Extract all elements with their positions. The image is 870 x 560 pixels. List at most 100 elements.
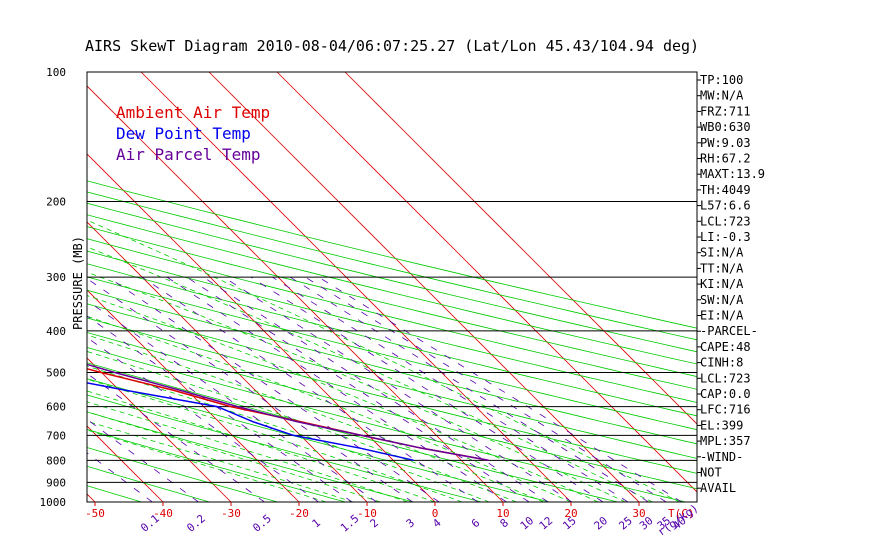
bottom-temp-tick-label: -10 bbox=[357, 507, 377, 520]
index-label: AVAIL bbox=[700, 481, 736, 495]
moist-adiabat-line bbox=[87, 351, 517, 502]
bottom-temp-tick-label: 10 bbox=[496, 507, 509, 520]
bottom-temp-tick-label: -30 bbox=[221, 507, 241, 520]
isotherm-line bbox=[87, 153, 436, 502]
isotherm-line bbox=[87, 221, 368, 502]
pressure-tick-label: 200 bbox=[46, 195, 66, 208]
series-line-dewpoint bbox=[87, 382, 414, 462]
mixing-ratio-label: 10 bbox=[518, 514, 537, 532]
index-label: KI:N/A bbox=[700, 277, 744, 291]
pressure-tick-label: 500 bbox=[46, 367, 66, 380]
chart-title: AIRS SkewT Diagram 2010-08-04/06:07:25.2… bbox=[85, 37, 699, 55]
bottom-temp-tick-label: 30 bbox=[632, 507, 645, 520]
moist-adiabat-line bbox=[87, 246, 653, 502]
index-label: SW:N/A bbox=[700, 293, 744, 307]
dry-adiabat-line bbox=[87, 317, 697, 474]
index-label: LFC:716 bbox=[700, 403, 751, 417]
legend-entry: Ambient Air Temp bbox=[116, 103, 270, 122]
bottom-temp-tick-label: -20 bbox=[289, 507, 309, 520]
mixing-ratio-line bbox=[186, 276, 530, 502]
mixing-ratio-label: 0.5 bbox=[250, 512, 274, 535]
mixing-ratio-line bbox=[318, 276, 682, 502]
index-label: FRZ:711 bbox=[700, 104, 751, 118]
dry-adiabat-line bbox=[87, 332, 697, 490]
dry-adiabat-line bbox=[87, 276, 697, 431]
dry-adiabat-line bbox=[87, 263, 697, 417]
index-label: CAP:0.0 bbox=[700, 387, 751, 401]
index-label: RH:67.2 bbox=[700, 152, 751, 166]
dry-adiabat-line bbox=[87, 180, 697, 329]
dry-adiabat-line bbox=[87, 447, 280, 502]
dry-adiabat-line bbox=[87, 411, 416, 502]
index-label: LCL:723 bbox=[700, 214, 751, 228]
index-label: SI:N/A bbox=[700, 246, 744, 260]
moist-adiabat-line bbox=[87, 378, 463, 502]
index-label: WB0:630 bbox=[700, 120, 751, 134]
index-label: MAXT:13.9 bbox=[700, 167, 765, 181]
mixing-ratio-line bbox=[141, 276, 479, 502]
moist-adiabat-line bbox=[87, 429, 327, 502]
index-label: CAPE:48 bbox=[700, 340, 751, 354]
grid-lines bbox=[0, 72, 697, 502]
index-label: MW:N/A bbox=[700, 89, 744, 103]
mixing-ratio-label: 20 bbox=[592, 514, 611, 532]
plot-frame bbox=[86, 71, 698, 503]
pressure-tick-label: 600 bbox=[46, 401, 66, 414]
dry-adiabat-line bbox=[87, 428, 348, 502]
isotherm-line bbox=[276, 72, 697, 493]
dry-adiabat-line bbox=[87, 362, 620, 502]
mixing-ratio-label: 1 bbox=[310, 516, 323, 530]
index-label: LCL:723 bbox=[700, 371, 751, 385]
pressure-tick-label: 1000 bbox=[40, 496, 67, 509]
x-axis-label: T(C) bbox=[668, 507, 695, 520]
isotherm-line bbox=[344, 72, 697, 425]
pressure-tick-label: 900 bbox=[46, 476, 66, 489]
pressure-tick-label: 800 bbox=[46, 454, 66, 467]
mixing-ratio-label: 12 bbox=[537, 514, 556, 532]
index-label: TH:4049 bbox=[700, 183, 751, 197]
isotherm-line bbox=[87, 289, 300, 502]
index-label: MPL:357 bbox=[700, 434, 751, 448]
index-label: -WIND- bbox=[700, 450, 743, 464]
index-label: EL:399 bbox=[700, 418, 743, 432]
mixing-ratio-line bbox=[289, 276, 649, 502]
data-series bbox=[87, 363, 489, 462]
mixing-ratio-line bbox=[87, 337, 319, 502]
index-label: LI:-0.3 bbox=[700, 230, 751, 244]
moist-adiabat-line bbox=[87, 271, 626, 502]
mixing-ratio-line bbox=[87, 315, 353, 502]
dry-adiabat-line bbox=[87, 202, 697, 353]
dry-adiabat-line bbox=[87, 250, 697, 403]
pressure-tick-label: 700 bbox=[46, 429, 66, 442]
index-label: PW:9.03 bbox=[700, 136, 751, 150]
index-label: -PARCEL- bbox=[700, 324, 758, 338]
pressure-tick-label: 100 bbox=[46, 66, 66, 79]
index-label: TP:100 bbox=[700, 73, 743, 87]
mixing-ratio-line bbox=[223, 276, 573, 502]
isotherm-line bbox=[87, 357, 232, 502]
index-label: L57:6.6 bbox=[700, 199, 751, 213]
moist-adiabat-line bbox=[87, 295, 599, 502]
isotherm-line bbox=[0, 72, 27, 502]
mixing-ratio-label: 3 bbox=[404, 516, 417, 530]
index-label: EI:N/A bbox=[700, 309, 744, 323]
mixing-ratio-line bbox=[87, 300, 377, 502]
mixing-ratio-line bbox=[305, 276, 667, 502]
dry-adiabat-line bbox=[87, 214, 697, 365]
moist-adiabat-line bbox=[87, 315, 572, 502]
dry-adiabat-line bbox=[87, 191, 697, 341]
moist-adiabat-line bbox=[87, 420, 354, 502]
isotherm-line bbox=[208, 72, 640, 502]
dry-adiabat-line bbox=[87, 303, 697, 459]
legend: Ambient Air Temp Dew Point Temp Air Parcel… bbox=[116, 103, 270, 164]
pressure-tick-label: 400 bbox=[46, 325, 66, 338]
mixing-ratio-label: 0.2 bbox=[184, 512, 208, 535]
bottom-temp-tick-label: -40 bbox=[153, 507, 173, 520]
mixing-ratio-line bbox=[272, 276, 629, 502]
index-label: CINH:8 bbox=[700, 356, 743, 370]
axes: 1002003004005006007008009001000PRESSURE … bbox=[40, 66, 701, 539]
dry-adiabat-line bbox=[87, 238, 697, 390]
legend-entry: Air Parcel Temp bbox=[116, 145, 261, 164]
